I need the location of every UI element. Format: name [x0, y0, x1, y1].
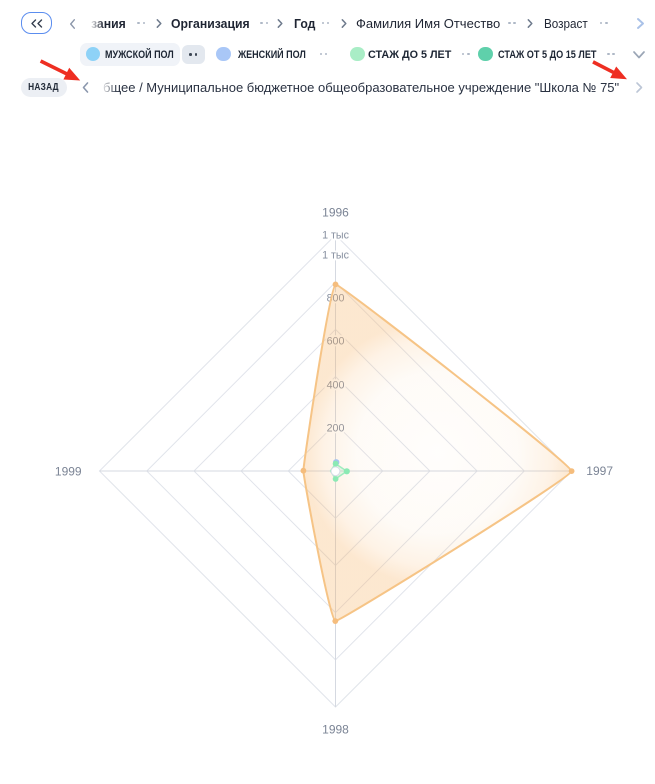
svg-text:1 тыс: 1 тыс — [322, 250, 349, 262]
svg-text:1 тыс: 1 тыс — [322, 229, 349, 241]
svg-text:1996: 1996 — [322, 206, 349, 220]
svg-text:1999: 1999 — [55, 465, 82, 479]
svg-text:1998: 1998 — [322, 723, 349, 737]
svg-text:1997: 1997 — [586, 464, 613, 478]
